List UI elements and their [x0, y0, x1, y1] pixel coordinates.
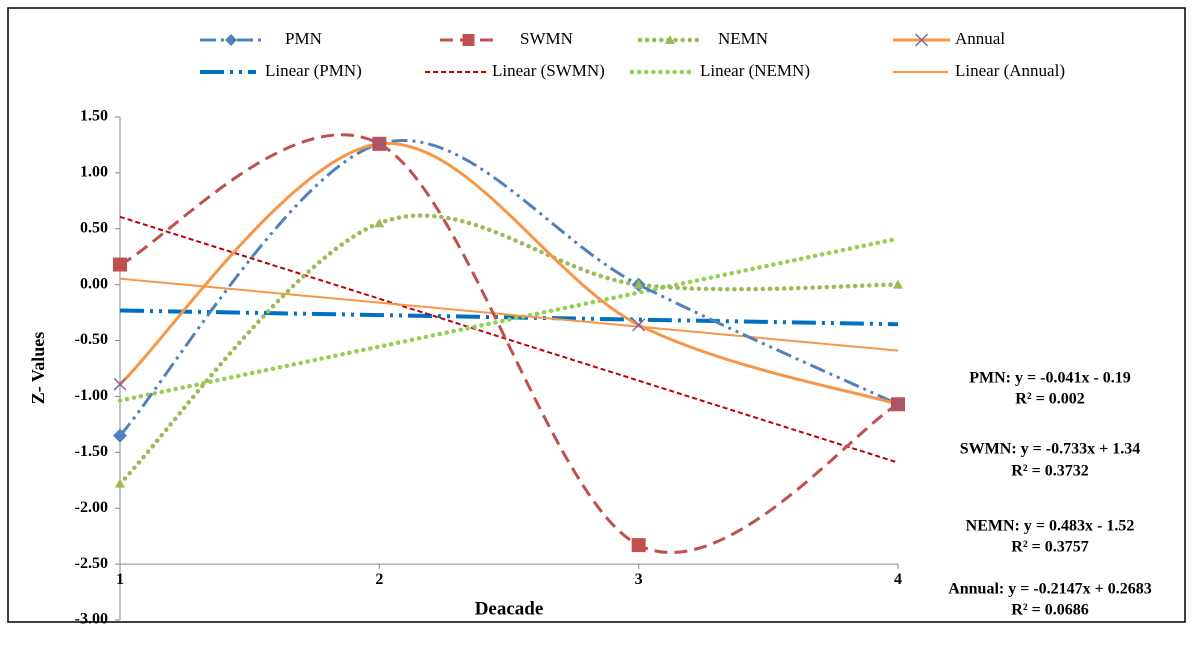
y-tick-label: -1.50: [75, 443, 108, 460]
trend-equation: R² = 0.0686: [1011, 602, 1088, 619]
trend-equation: R² = 0.002: [1015, 391, 1084, 408]
marker: [632, 318, 646, 332]
y-tick-label: 1.00: [80, 164, 108, 181]
x-axis-title: Deacade: [475, 598, 544, 619]
series-line: [118, 142, 899, 406]
marker: [633, 279, 644, 289]
legend-marker: [225, 34, 237, 46]
marker: [115, 478, 125, 488]
marker: [893, 279, 903, 289]
legend-label: Linear (SWMN): [492, 61, 605, 80]
trend-equation: PMN: y = -0.041x - 0.19: [969, 370, 1131, 387]
trend-equation: Annual: y = -0.2147x + 0.2683: [948, 581, 1152, 598]
y-tick-label: 0.50: [80, 219, 108, 236]
trend-equation: R² = 0.3732: [1011, 463, 1088, 480]
series-line: [118, 139, 899, 437]
chart-frame: [7, 7, 1186, 623]
marker: [113, 257, 127, 272]
series-line: [119, 277, 899, 352]
y-axis-title: Z- Values: [28, 332, 48, 405]
x-tick-label: 3: [635, 571, 643, 588]
legend-label: Linear (PMN): [265, 61, 362, 80]
series-line: [117, 236, 901, 403]
marker: [113, 377, 127, 391]
legend-label: PMN: [285, 29, 322, 48]
y-tick-label: -2.00: [75, 499, 108, 516]
legend-label: SWMN: [520, 29, 573, 48]
marker: [891, 397, 905, 411]
marker: [113, 428, 127, 443]
trend-equation: R² = 0.3757: [1011, 539, 1088, 556]
x-tick-label: 1: [116, 571, 124, 588]
trend-equation: NEMN: y = 0.483x - 1.52: [966, 518, 1135, 535]
legend-label: NEMN: [718, 29, 768, 48]
legend-label: Annual: [955, 29, 1005, 48]
legend-marker: [914, 33, 929, 47]
legend-label: Linear (Annual): [955, 61, 1065, 80]
legend-label: Linear (NEMN): [700, 61, 810, 80]
marker: [374, 218, 385, 228]
legend-marker: [665, 35, 675, 44]
y-tick-label: 1.50: [80, 108, 108, 125]
marker: [631, 538, 646, 553]
trend-equation: SWMN: y = -0.733x + 1.34: [960, 441, 1140, 458]
y-tick-label: -2.50: [75, 555, 108, 572]
y-tick-label: -0.50: [75, 331, 108, 348]
marker: [372, 137, 386, 151]
y-tick-label: 0.00: [80, 275, 108, 292]
x-tick-label: 2: [375, 571, 383, 588]
y-tick-label: -1.00: [75, 387, 108, 404]
x-tick-label: 4: [894, 571, 902, 588]
legend-marker: [462, 34, 475, 46]
series-line: [117, 213, 901, 486]
series-line: [119, 133, 899, 554]
y-tick-label: -3.00: [75, 611, 108, 628]
